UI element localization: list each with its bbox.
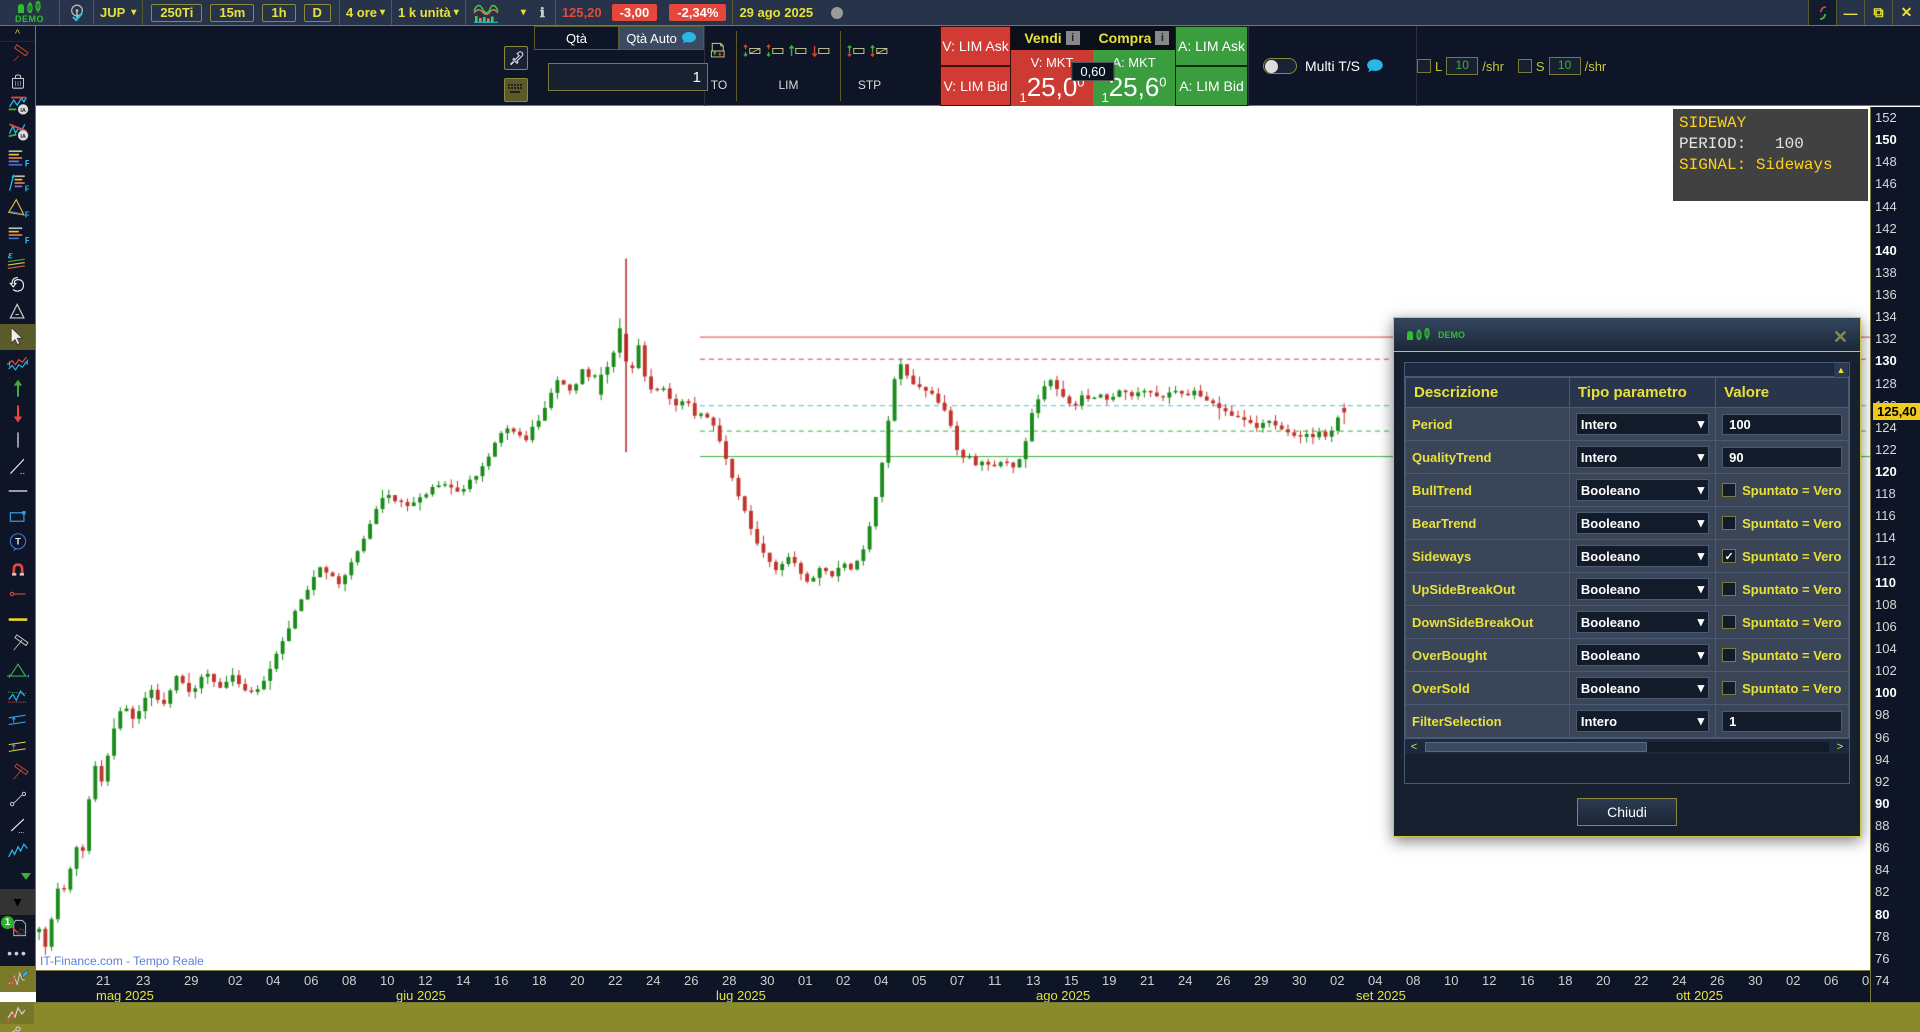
- svg-text:F: F: [24, 184, 28, 194]
- svg-text:F: F: [24, 209, 28, 219]
- svg-text:IA: IA: [20, 108, 26, 114]
- svg-text:T: T: [15, 536, 21, 546]
- svg-text:IA: IA: [20, 134, 26, 140]
- svg-text:F: F: [24, 235, 28, 245]
- svg-text:ε: ε: [7, 251, 12, 262]
- svg-text:F: F: [24, 158, 28, 168]
